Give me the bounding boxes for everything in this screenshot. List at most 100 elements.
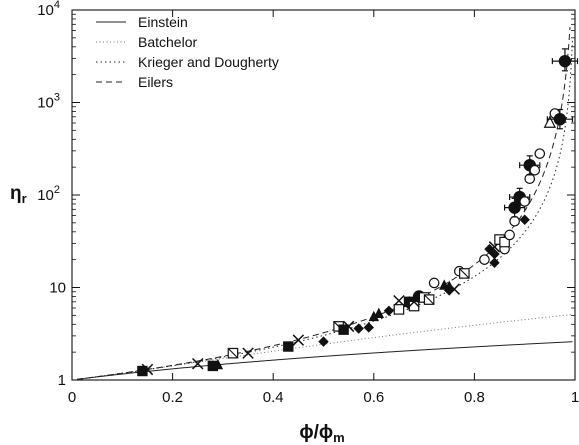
marker-triangle-filled <box>373 307 385 318</box>
x-axis-title-main: ϕ/ϕ <box>299 422 333 443</box>
model-curves <box>76 27 573 380</box>
data-point <box>423 294 435 305</box>
y-axis-title: ηr <box>10 183 27 206</box>
data-point <box>283 341 294 352</box>
marker-square-x-diag <box>424 295 434 305</box>
data-point <box>479 254 490 265</box>
x-tick-label-5: 1 <box>571 389 579 406</box>
marker-diamond-filled <box>318 336 329 347</box>
marker-x-b <box>342 320 355 333</box>
curve-einstein <box>76 341 573 380</box>
marker-square-open <box>393 304 405 315</box>
x-tick-label-4: 0.8 <box>464 389 485 406</box>
data-point <box>368 310 379 322</box>
marker-diamond-filled <box>444 285 455 296</box>
x-tick-label-2: 0.4 <box>263 389 284 406</box>
legend-label-eilers: Eilers <box>138 74 173 90</box>
data-point <box>393 304 405 315</box>
marker-diamond-filled <box>519 214 530 225</box>
marker-triangle-filled <box>212 358 224 370</box>
marker-circle-open <box>504 229 515 241</box>
x-axis-title-sub: m <box>333 430 345 445</box>
axes: 0 0.2 0.4 0.6 0.8 1 1 10 102 103 104 <box>37 0 579 406</box>
data-point <box>353 323 364 334</box>
marker-diamond-filled <box>353 323 364 334</box>
marker-x-b <box>192 357 204 370</box>
legend-label-einstein: Einstein <box>138 14 188 30</box>
legend-label-batchelor: Batchelor <box>138 34 197 50</box>
data-point <box>546 108 574 130</box>
data-point <box>318 336 329 347</box>
marker-circle-open <box>529 164 541 176</box>
data-point <box>519 196 530 207</box>
marker-circle-filled <box>558 54 572 68</box>
data-point <box>207 360 219 372</box>
x-tick-label-0: 0 <box>68 389 76 406</box>
y-tick-label-4: 104 <box>37 0 60 19</box>
curve-eilers <box>76 27 571 380</box>
y-tick-label-1: 10 <box>49 280 66 297</box>
marker-circle-open <box>428 277 440 289</box>
data-point <box>363 322 374 333</box>
marker-triangle-filled <box>368 310 379 322</box>
y-tick-label-0: 1 <box>58 372 66 389</box>
curve-batchelor <box>76 314 573 380</box>
marker-circle-filled <box>553 112 567 126</box>
y-axis-title-main: η <box>10 183 22 204</box>
marker-square-filled <box>137 365 148 377</box>
data-point <box>529 164 541 176</box>
data-point <box>338 324 349 335</box>
data-point <box>242 347 254 359</box>
legend: Einstein Batchelor Krieger and Dougherty Ei… <box>96 14 279 90</box>
marker-x-b <box>141 363 154 376</box>
marker-diamond-filled <box>489 248 500 260</box>
data-point <box>448 283 461 295</box>
marker-square-x-diag <box>228 348 238 358</box>
data-point <box>428 277 440 289</box>
y-tick-label-2: 102 <box>37 184 60 204</box>
marker-diamond-filled <box>363 322 374 333</box>
marker-square-filled <box>338 324 349 335</box>
marker-circle-open <box>519 196 530 207</box>
data-point <box>499 236 510 248</box>
marker-square-filled <box>207 360 219 372</box>
data-point <box>137 365 148 377</box>
data-point <box>192 357 204 370</box>
data-point <box>227 347 239 359</box>
marker-circle-open <box>534 148 546 159</box>
data-point <box>489 248 500 260</box>
data-point <box>141 363 154 376</box>
marker-circle-filled <box>508 201 521 214</box>
data-point <box>551 48 579 72</box>
y-tick-label-3: 103 <box>37 92 60 112</box>
data-point <box>383 305 395 316</box>
x-tick-label-3: 0.6 <box>363 389 384 406</box>
x-tick-label-1: 0.2 <box>162 389 183 406</box>
marker-x-b <box>448 283 461 295</box>
marker-diamond-filled <box>383 305 395 316</box>
data-point <box>459 268 470 279</box>
data-point <box>373 307 385 318</box>
x-axis-title: ϕ/ϕm <box>299 422 344 445</box>
marker-x-b <box>292 334 305 346</box>
data-point <box>212 358 224 370</box>
marker-square-filled <box>283 341 294 352</box>
data-point <box>534 148 546 159</box>
data-point <box>342 320 355 333</box>
marker-diamond-filled <box>489 257 500 268</box>
data-points <box>137 48 579 377</box>
data-point <box>444 285 455 296</box>
marker-circle-open <box>509 215 520 227</box>
data-point <box>509 215 520 227</box>
data-point <box>504 229 515 241</box>
marker-circle-open <box>479 254 490 265</box>
data-point <box>292 334 305 346</box>
data-point <box>489 257 500 268</box>
curve-krieger <box>76 39 573 380</box>
marker-square-open <box>499 236 510 248</box>
legend-label-krieger: Krieger and Dougherty <box>138 54 279 70</box>
marker-square-x-diag <box>459 268 469 279</box>
marker-x-b <box>242 347 254 359</box>
data-point <box>519 214 530 225</box>
